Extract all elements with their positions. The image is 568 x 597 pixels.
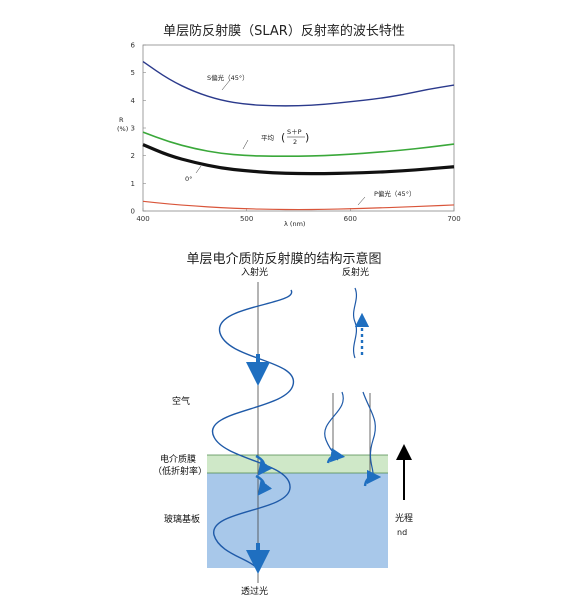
avg-label: 平均 (261, 133, 275, 142)
s-leader (221, 79, 231, 91)
x-tick-label: 600 (344, 215, 357, 223)
x-tick-label: 700 (447, 215, 460, 223)
p-polarization-label: P偏光（45°） (374, 189, 415, 198)
y-tick-label: 2 (131, 152, 135, 160)
avg-denominator: 2 (293, 138, 297, 146)
series-line-0 (142, 61, 455, 107)
incident-light-label: 入射光 (241, 266, 268, 278)
incident-wave (211, 289, 294, 573)
avg-numerator: S＋P (287, 128, 302, 136)
reflected-wave-1 (324, 391, 344, 461)
structure-diagram: 入射光 反射光 空气 电介质膜 （低折射率） 玻璃基板 透过光 光程 nd (153, 266, 413, 597)
glass-substrate (207, 473, 388, 568)
s-polarization-label: S偏光（45°） (207, 73, 249, 82)
film-entry-arrow (255, 454, 273, 476)
y-tick-label: 5 (131, 69, 135, 77)
avg-paren-right: ) (305, 131, 309, 144)
y-tick-label: 0 (131, 208, 135, 216)
optical-path-label: 光程 (395, 512, 413, 524)
avg-leader (242, 139, 249, 150)
y-tick-label: 3 (131, 125, 135, 133)
series-line-1 (142, 131, 455, 158)
air-label: 空气 (172, 395, 190, 407)
x-axis-label: λ (nm) (284, 220, 305, 228)
film-label-2: （低折射率） (153, 465, 207, 477)
reflect-arrow-2 (363, 469, 382, 487)
series-line-2 (142, 143, 455, 176)
p-leader (357, 196, 366, 206)
y-axis-unit: (%) (117, 125, 128, 133)
film-layer (207, 455, 388, 473)
chart-title: 单层防反射膜（SLAR）反射率的波长特性 (163, 24, 405, 39)
y-tick-label: 6 (131, 42, 136, 50)
transmitted-light-label: 透过光 (241, 585, 268, 597)
zero-leader (195, 165, 202, 174)
reflectance-chart: 0 1 2 3 4 5 6 400 500 600 700 R (%) λ (nm) S偏光（45… (117, 42, 461, 229)
series-line-3 (142, 200, 455, 211)
reflected-light-label: 反射光 (342, 266, 369, 278)
substrate-label: 玻璃基板 (164, 513, 200, 525)
x-tick-label: 400 (136, 215, 149, 223)
zero-degree-label: 0° (185, 175, 192, 183)
reflected-wave-top (352, 287, 358, 359)
y-axis-label: R (119, 116, 124, 124)
film-label-1: 电介质膜 (160, 453, 196, 465)
reflect-arrow-1 (326, 447, 346, 464)
y-tick-label: 4 (131, 97, 136, 105)
y-tick-label: 1 (131, 180, 135, 188)
substrate-entry-arrow (255, 474, 273, 496)
diagram-title: 单层电介质防反射膜的结构示意图 (186, 252, 382, 267)
avg-paren-left: ( (281, 131, 285, 144)
x-tick-label: 500 (240, 215, 253, 223)
optical-path-nd: nd (397, 528, 407, 537)
